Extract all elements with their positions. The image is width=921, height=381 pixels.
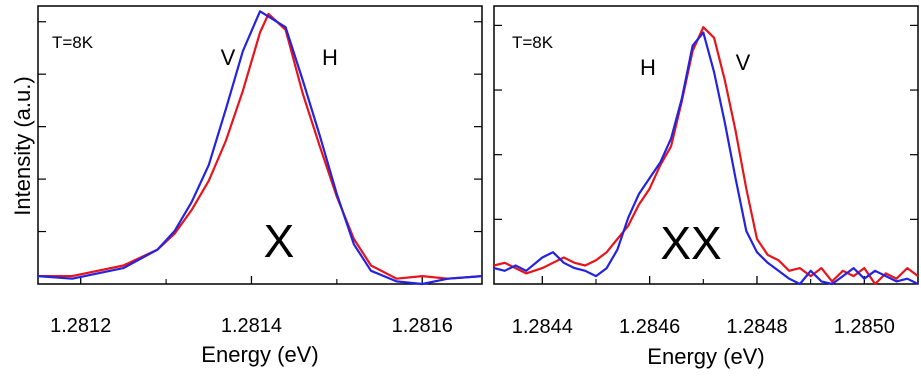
exciton-label: X [264,215,295,267]
plot-frame [493,5,919,285]
x-tick-label: 1.2812 [50,315,111,337]
x-tick-label: 1.2848 [726,316,787,338]
axis-ticks [494,24,919,284]
h-polarization-curve [37,10,483,286]
v-polarization-curve [38,12,483,280]
polarization-v-label: V [221,45,236,70]
spectrum-curves [37,10,483,286]
x-axis-title: Energy (eV) [647,344,764,369]
x-tick-label: 1.2844 [512,316,573,338]
x-tick-label: 1.2850 [834,316,895,338]
plot-frame [37,5,483,285]
h-polarization-curve [493,31,919,286]
x-axis-title: Energy (eV) [201,342,318,367]
exciton-x-panel: 1.2812 1.2814 1.2816 Energy (eV) T=8K V H … [37,5,483,367]
x-tick-labels: 1.2844 1.2846 1.2848 1.2850 [512,316,895,338]
temperature-annotation: T=8K [512,33,554,52]
temperature-annotation: T=8K [52,33,94,52]
y-axis-title: Intensity (a.u.) [10,76,35,215]
x-tick-labels: 1.2812 1.2814 1.2816 [50,315,453,337]
polarization-h-label: H [322,45,338,70]
biexciton-label: XX [660,217,721,269]
biexciton-xx-panel: 1.2844 1.2846 1.2848 1.2850 Energy (eV) T=8… [493,5,919,369]
x-tick-label: 1.2814 [221,315,282,337]
spectrum-curves [493,26,919,286]
polarization-v-label: V [736,50,751,75]
axis-ticks [38,21,482,284]
x-tick-label: 1.2846 [619,316,680,338]
x-tick-label: 1.2816 [392,315,453,337]
polarization-h-label: H [640,55,656,80]
